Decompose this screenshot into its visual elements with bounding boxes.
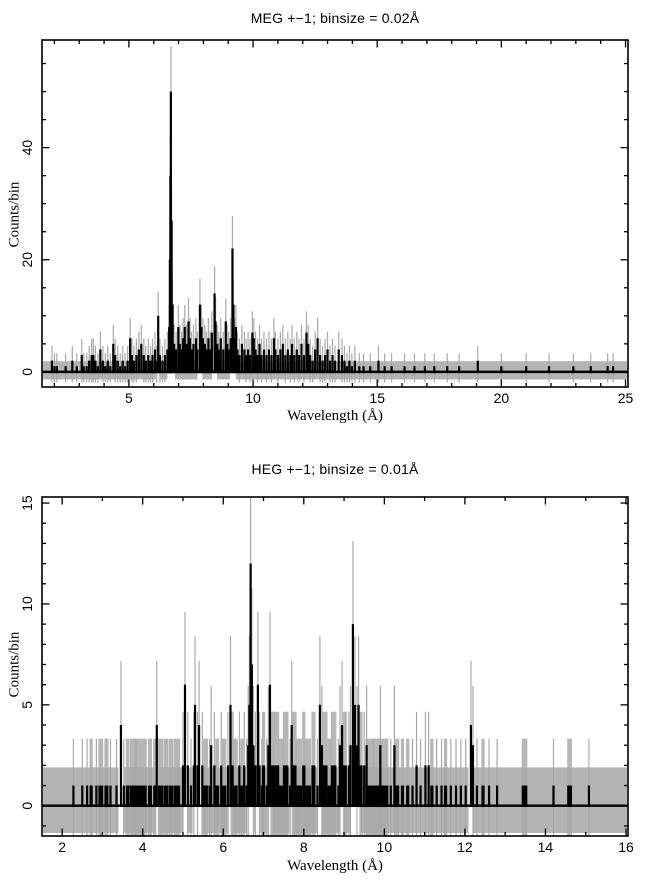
heg-panel-y-tick-label: 15 (19, 495, 35, 511)
heg-panel-x-tick-label: 6 (219, 839, 227, 855)
meg-panel-x-tick-label: 5 (125, 390, 133, 406)
meg-x-axis-label: Wavelength (Å) (287, 408, 383, 424)
heg-x-axis-label: Wavelength (Å) (287, 858, 383, 874)
heg-panel-x-tick-label: 14 (538, 839, 554, 855)
meg-panel-x-tick-label: 15 (369, 390, 385, 406)
meg-panel: 5 10 15 20 25 0 20 40 (19, 39, 634, 406)
heg-panel-counts-series (72, 563, 591, 808)
meg-panel-y-tick-label: 20 (19, 252, 35, 268)
meg-panel-axes-ticks (42, 40, 628, 387)
meg-panel-x-tick-label: 20 (494, 390, 510, 406)
heg-panel-x-tick-label: 4 (139, 839, 147, 855)
heg-panel-y-tick-label: 5 (19, 701, 35, 709)
meg-panel-y-tick-label: 40 (19, 140, 35, 156)
meg-panel-error-bars (51, 46, 614, 383)
heg-panel-x-tick-label: 8 (300, 839, 308, 855)
heg-panel-frame (41, 496, 629, 837)
heg-y-axis-label: Counts/bin (6, 631, 23, 698)
heg-panel-title: HEG +−1; binsize = 0.01Å (251, 461, 419, 477)
meg-y-axis-label: Counts/bin (6, 181, 23, 248)
heg-panel-x-tick-label: 16 (618, 839, 634, 855)
heg-panel-y-tick-label: 10 (19, 596, 35, 612)
meg-panel-tick-labels: 5 10 15 20 25 0 20 40 (19, 140, 634, 406)
heg-panel-axes-ticks (42, 497, 628, 836)
heg-panel-y-tick-label: 0 (19, 802, 35, 810)
meg-panel-x-tick-label: 25 (618, 390, 634, 406)
meg-panel-counts-series (50, 91, 615, 374)
heg-panel-x-tick-label: 2 (58, 839, 66, 855)
heg-panel: 2 4 6 8 10 12 14 16 0 5 10 15 (19, 495, 634, 855)
meg-panel-frame (41, 39, 629, 388)
meg-panel-x-tick-label: 10 (245, 390, 261, 406)
heg-panel-tick-labels: 2 4 6 8 10 12 14 16 0 5 10 15 (19, 495, 634, 855)
heg-panel-x-tick-label: 10 (377, 839, 393, 855)
heg-panel-x-tick-label: 12 (457, 839, 473, 855)
meg-panel-title: MEG +−1; binsize = 0.02Å (250, 10, 420, 26)
meg-panel-y-tick-label: 0 (19, 368, 35, 376)
